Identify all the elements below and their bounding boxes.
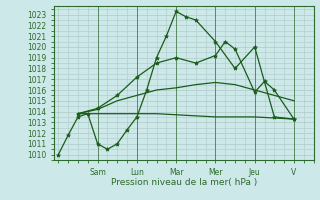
X-axis label: Pression niveau de la mer( hPa ): Pression niveau de la mer( hPa )	[111, 178, 257, 187]
